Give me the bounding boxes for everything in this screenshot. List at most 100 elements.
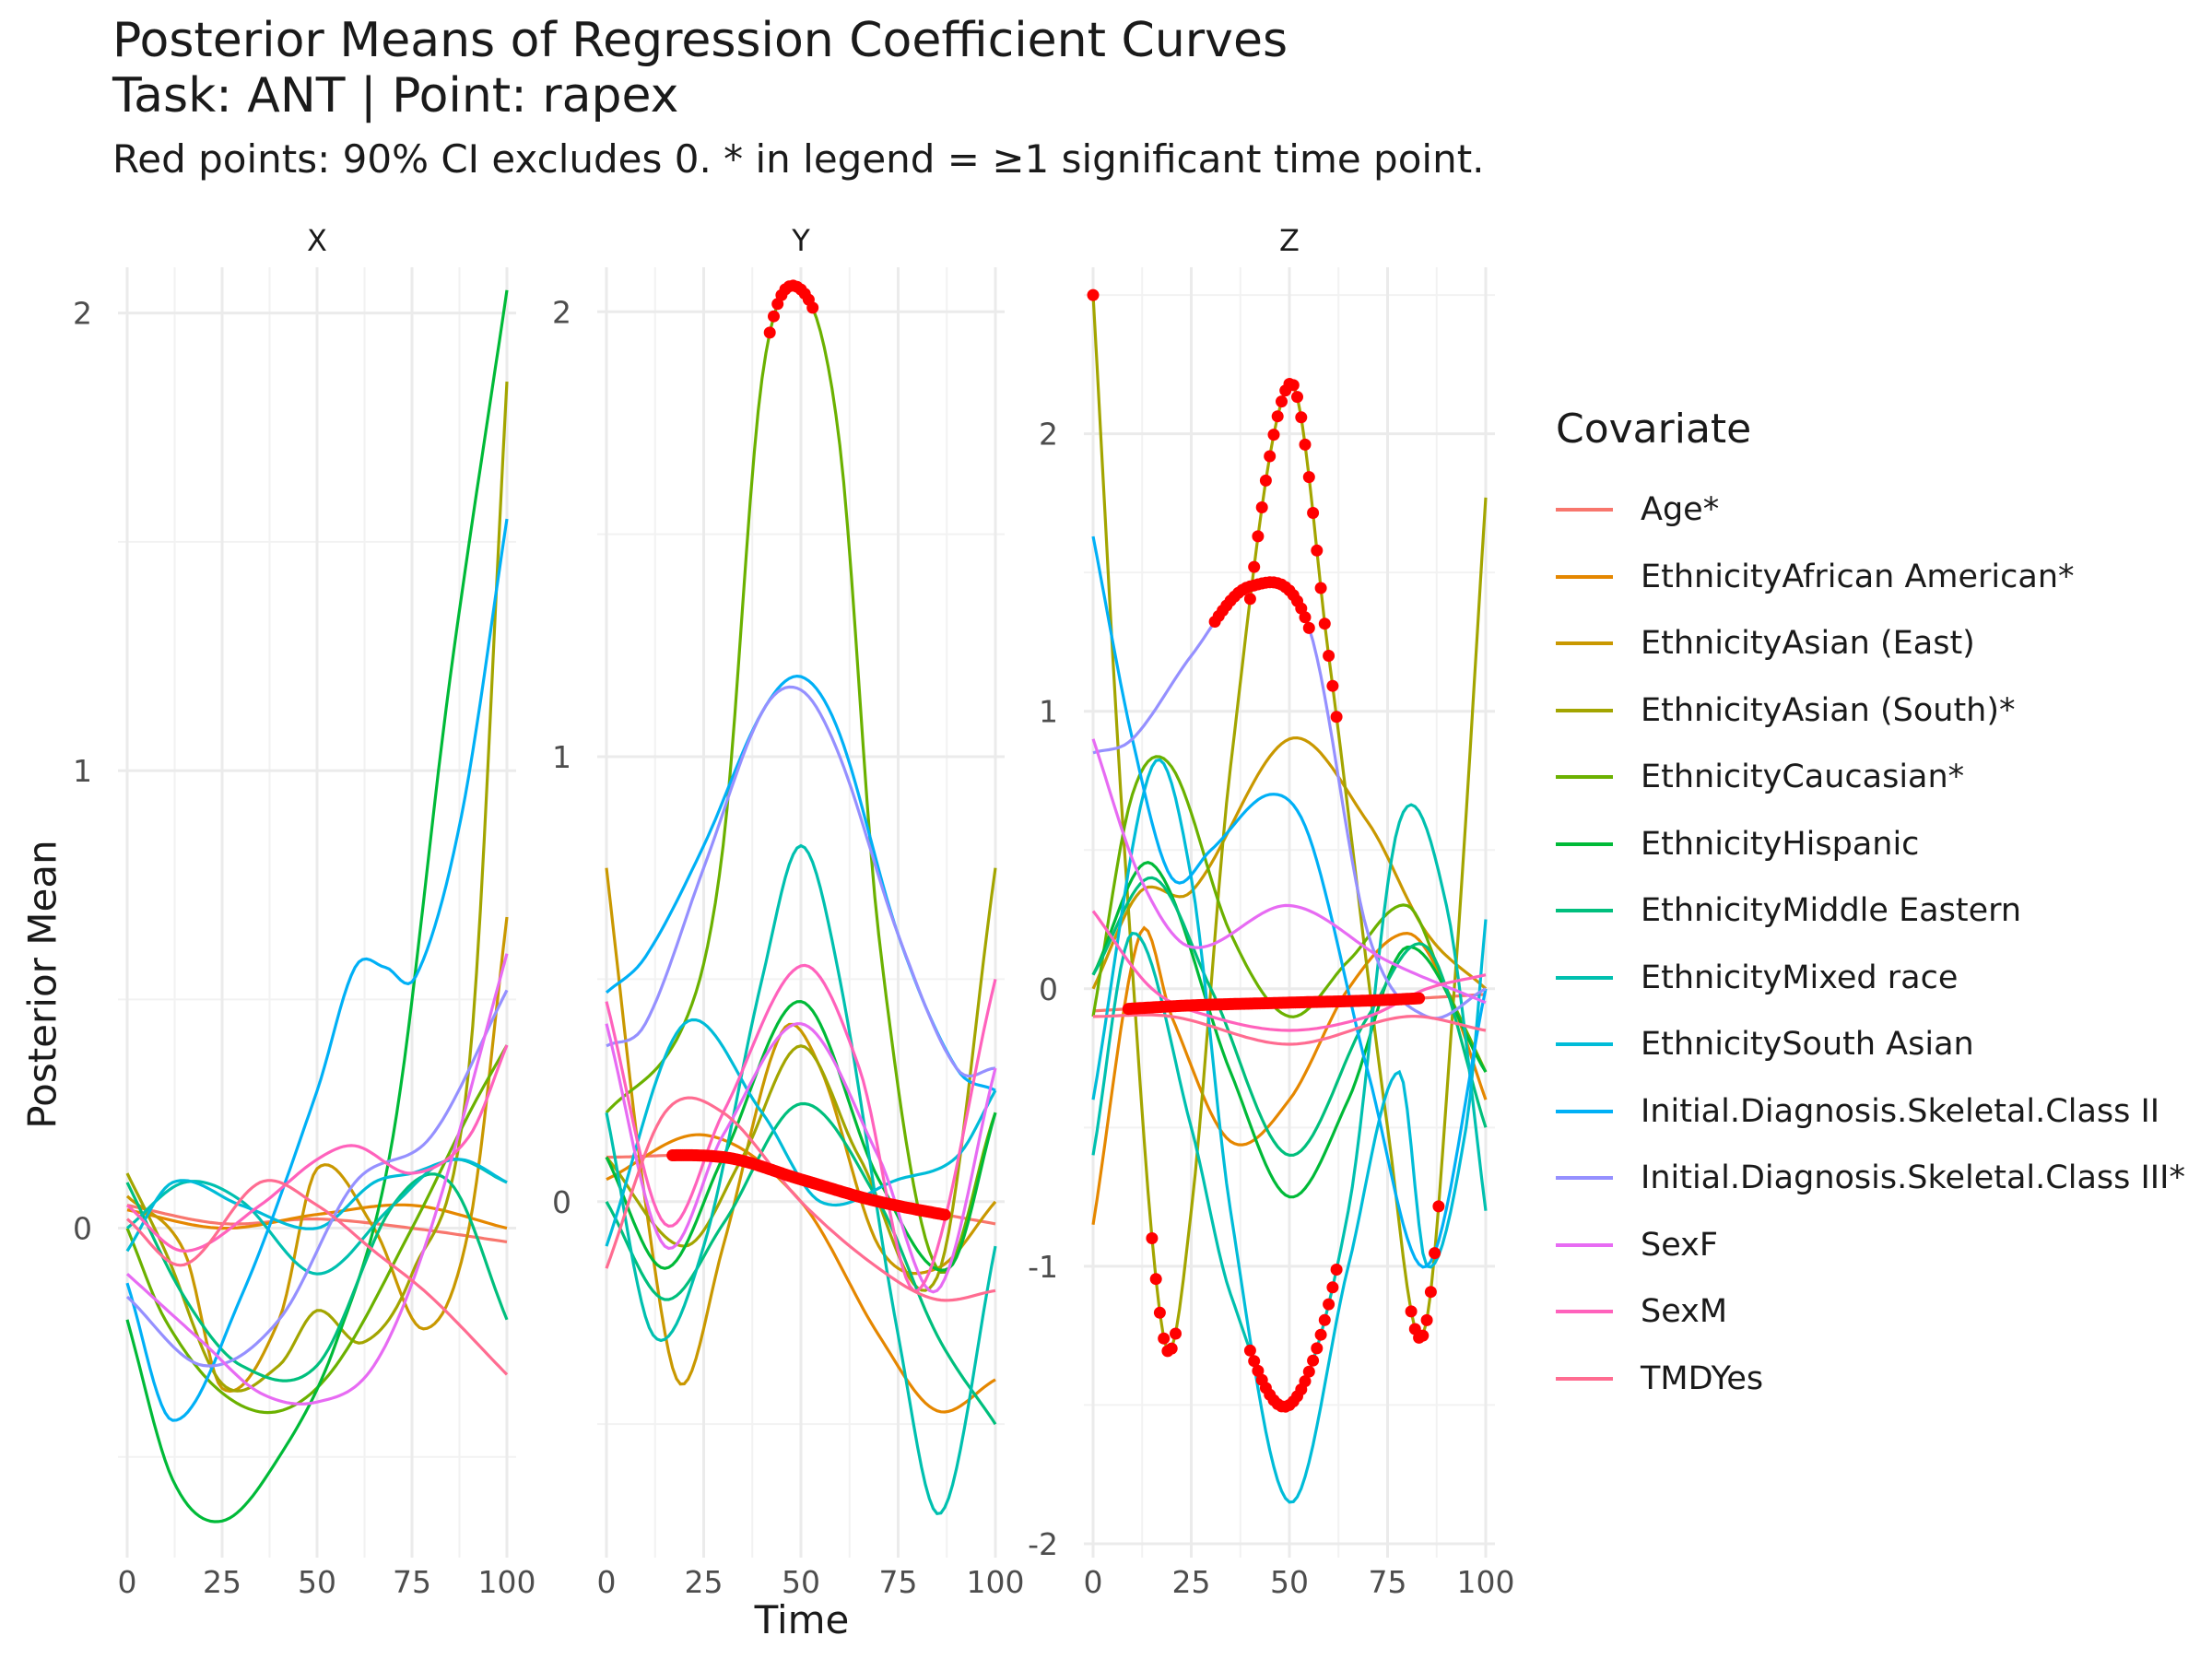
x-tick-label: 100: [967, 1564, 1025, 1600]
significant-point: [1243, 593, 1256, 606]
chart-title-line-2: Task: ANT | Point: rapex: [112, 68, 679, 124]
legend-key-line: [1556, 841, 1613, 846]
significant-point: [1170, 1327, 1182, 1340]
significant-point: [1255, 501, 1268, 513]
legend-item: EthnicityAsian (East): [1556, 610, 2185, 677]
x-tick-label: 50: [298, 1564, 336, 1600]
series-line-7: [605, 1101, 997, 1426]
legend-item: EthnicityMixed race: [1556, 945, 2185, 1012]
significant-point: [1302, 621, 1315, 634]
y-tick-label: 0: [552, 1184, 571, 1220]
significant-point: [1267, 429, 1280, 441]
significant-point: [1405, 1305, 1418, 1318]
significant-point: [1299, 1375, 1312, 1388]
significant-point: [806, 301, 819, 314]
significant-point: [1323, 1298, 1335, 1311]
series-line-14: [125, 1179, 509, 1376]
series-line-3: [125, 916, 509, 1394]
significant-point: [768, 310, 780, 323]
legend-item: SexF: [1556, 1212, 2185, 1279]
y-tick-label: 1: [1039, 694, 1058, 730]
legend-item: EthnicityHispanic: [1556, 811, 2185, 878]
legend-key-line: [1556, 1376, 1613, 1381]
significant-point: [1295, 602, 1308, 615]
legend-label: SexM: [1641, 1293, 1728, 1331]
series-line-13: [1091, 910, 1487, 1032]
significant-point: [1413, 992, 1426, 1005]
legend-item: TMDYes: [1556, 1346, 2185, 1413]
legend-label: EthnicityAsian (South)*: [1641, 691, 2016, 729]
series-line-11: [606, 685, 996, 1078]
series-line-11: [125, 989, 509, 1368]
series-line-12: [125, 953, 509, 1406]
legend-label: EthnicityCaucasian*: [1641, 759, 1965, 796]
legend: Covariate Age* EthnicityAfrican American*…: [1556, 406, 2185, 1412]
series-line-10: [125, 518, 509, 1422]
legend-label: EthnicityAfrican American*: [1641, 558, 2075, 595]
legend-label: Age*: [1641, 491, 1720, 529]
y-tick-label: -2: [1028, 1526, 1058, 1562]
significant-point: [1314, 582, 1327, 594]
y-tick-label: 0: [1039, 971, 1058, 1007]
significant-point: [1248, 1355, 1261, 1368]
significant-point: [1259, 474, 1272, 487]
significant-point: [1307, 507, 1320, 519]
y-tick-label: 2: [1039, 417, 1058, 453]
legend-item: EthnicitySouth Asian: [1556, 1011, 2185, 1078]
series-line-5: [1091, 755, 1488, 1073]
legend-item: EthnicityAfrican American*: [1556, 544, 2185, 611]
legend-label: Initial.Diagnosis.Skeletal.Class II: [1641, 1092, 2160, 1130]
significant-point: [1271, 410, 1284, 423]
significant-point: [1330, 711, 1343, 724]
series-line-6: [125, 289, 509, 1524]
facet-panel-x: 0 25 50 75 100 0 1 2 X: [73, 223, 536, 1600]
legend-item: EthnicityAsian (South)*: [1556, 677, 2185, 745]
facet-strip-label: X: [307, 223, 327, 258]
legend-item: EthnicityMiddle Eastern: [1556, 877, 2185, 945]
series-line-12: [605, 1022, 997, 1294]
x-tick-label: 25: [685, 1564, 724, 1600]
series-line-12: [1091, 738, 1487, 1005]
series-line-4: [125, 382, 509, 1393]
x-tick-label: 75: [393, 1564, 431, 1600]
y-tick-label: 0: [73, 1211, 92, 1247]
facet-strip-label: Z: [1279, 223, 1300, 258]
y-axis-label: Posterior Mean: [19, 840, 65, 1129]
significant-point: [1264, 450, 1277, 463]
legend-key-line: [1556, 1242, 1613, 1247]
legend-key-line: [1556, 1176, 1613, 1181]
x-tick-label: 75: [879, 1564, 918, 1600]
significant-point: [1318, 1313, 1331, 1326]
legend-items: Age* EthnicityAfrican American* EthnicityA…: [1556, 477, 2185, 1412]
legend-key-line: [1556, 775, 1613, 780]
series-line-13: [125, 1044, 509, 1253]
chart-subtitle: Red points: 90% CI excludes 0. * in lege…: [112, 136, 1485, 182]
x-tick-label: 25: [1172, 1564, 1211, 1600]
x-tick-label: 25: [203, 1564, 241, 1600]
significant-point: [1429, 1247, 1441, 1260]
series-line-14: [1093, 1013, 1487, 1046]
legend-key-line: [1556, 1310, 1613, 1314]
significant-point: [1087, 288, 1100, 301]
legend-item: Initial.Diagnosis.Skeletal.Class III*: [1556, 1145, 2185, 1212]
significant-point: [1248, 560, 1261, 573]
significant-point: [1314, 1328, 1327, 1341]
significant-point: [1299, 438, 1312, 451]
legend-item: EthnicityCaucasian*: [1556, 744, 2185, 811]
x-tick-label: 50: [1270, 1564, 1309, 1600]
legend-label: EthnicityMixed race: [1641, 959, 1959, 996]
series-line-14: [605, 1096, 996, 1302]
legend-label: EthnicityHispanic: [1641, 825, 1920, 863]
x-tick-label: 0: [118, 1564, 137, 1600]
significant-point: [1417, 1329, 1430, 1342]
x-tick-label: 50: [782, 1564, 820, 1600]
y-tick-label: 1: [552, 739, 571, 775]
significant-point: [1146, 1232, 1159, 1244]
legend-key-line: [1556, 508, 1613, 512]
legend-item: SexM: [1556, 1278, 2185, 1346]
legend-label: TMDYes: [1641, 1359, 1764, 1397]
legend-label: EthnicityAsian (East): [1641, 625, 1975, 663]
facet-strip-label: Y: [791, 223, 810, 258]
facet-panel-y: 0 25 50 75 100 0 1 2 Y: [552, 223, 1025, 1600]
